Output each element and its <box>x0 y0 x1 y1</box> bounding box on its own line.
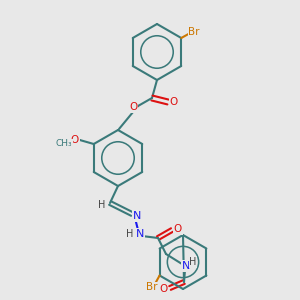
Text: O: O <box>170 97 178 107</box>
Text: N: N <box>182 261 190 271</box>
Text: N: N <box>133 211 141 221</box>
Text: H: H <box>126 229 134 239</box>
Text: N: N <box>136 229 144 239</box>
Text: O: O <box>70 135 79 145</box>
Text: Br: Br <box>146 283 158 292</box>
Text: O: O <box>129 102 137 112</box>
Text: CH₃: CH₃ <box>56 140 72 148</box>
Text: O: O <box>159 284 167 294</box>
Text: H: H <box>189 257 197 267</box>
Text: O: O <box>174 224 182 234</box>
Text: H: H <box>98 200 106 210</box>
Text: Br: Br <box>188 27 200 37</box>
